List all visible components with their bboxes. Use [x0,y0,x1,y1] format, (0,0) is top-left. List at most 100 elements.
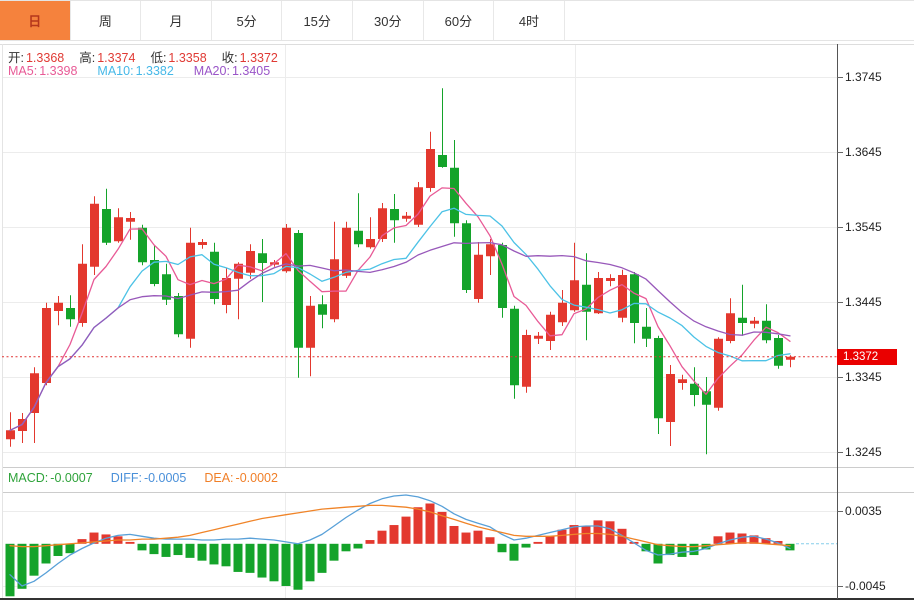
readout-label: MACD: [8,471,49,485]
macd-hist-bar [17,543,27,589]
macd-hist-bar [425,503,435,544]
macd-hist-bar [581,525,591,544]
candle-body [522,335,531,387]
readout-value: 1.3382 [135,64,174,78]
macd-hist-bar [521,543,531,548]
macd-hist-bar [317,543,327,573]
macd-hist-bar [233,543,243,572]
candle-body [582,284,591,312]
tab-month[interactable]: 月 [141,1,212,40]
diff-line [9,494,791,587]
ohlc-readout-item: 开: 1.3368 [8,47,64,66]
macd-hist-bar [245,543,255,573]
price-axis-tick-label: 1.3745 [845,70,882,84]
tab-5min[interactable]: 5分 [212,1,283,40]
candle-body [66,308,75,320]
tab-60min[interactable]: 60分 [424,1,495,40]
macd-hist-bar [29,543,39,576]
macd-axis-tick-label: -0.0045 [845,578,886,593]
macd-hist-bar [737,533,747,544]
candle-body [714,338,723,408]
tab-week[interactable]: 周 [71,1,142,40]
readout-value: 1.3372 [239,51,278,65]
tab-4hour[interactable]: 4时 [494,1,565,40]
macd-hist-bar [293,543,303,590]
candle-body [690,383,699,395]
candle-body [114,217,123,242]
dea-line [9,504,791,548]
last-price-value: 1.3372 [843,350,879,363]
candle-body [546,314,555,341]
price-axis-tick-label: 1.3345 [845,370,882,384]
macd-axis-tick-label: 0.0035 [845,503,882,518]
readout-value: 1.3405 [231,64,271,78]
candle-body [762,320,771,341]
macd-hist-bar [389,525,399,544]
readout-value: 1.3358 [168,51,207,65]
candle-body [654,338,663,419]
candle-body [378,208,387,239]
macd-hist-bar [473,530,483,544]
ma-readout: MA5: 1.3398 MA10: 1.3382 MA20: 1.3405 [8,64,270,78]
ohlc-readout: 开: 1.3368 高: 1.3374 低: 1.3358 收: 1.3372 [8,47,278,66]
candle-body [126,218,135,222]
ma-readout-item: MA5: 1.3398 [8,64,77,78]
candle-body [474,254,483,299]
candle-body [630,274,639,323]
macd-hist-bar [281,543,291,586]
macd-hist-bar [545,536,555,544]
macd-hist-bar [197,543,207,561]
candle-body [366,239,375,248]
candle-body [498,245,507,308]
price-axis-tick-label: 1.3445 [845,295,882,309]
macd-hist-bar [137,543,147,551]
readout-value: 1.3398 [39,64,78,78]
macd-hist-bar [665,543,675,556]
candle-body [138,227,147,263]
tab-15min[interactable]: 15分 [282,1,353,40]
macd-hist-bar [749,535,759,544]
readout-value: 1.3368 [25,51,65,65]
candle-body [486,244,495,257]
candle-body [6,430,15,440]
candle-body [318,304,327,315]
candle-body [30,373,39,413]
candle-body [150,260,159,284]
readout-value: 1.3374 [97,51,136,65]
candle-body [342,227,351,276]
candle-body [462,223,471,290]
candle-body [234,263,243,279]
candle-body [774,338,783,366]
tab-30min[interactable]: 30分 [353,1,424,40]
timeframe-tabbar: 日周月 5分 15分 30分 60分 4时 [0,0,914,41]
macd-hist-bar [725,532,735,544]
macd-hist-bar [89,532,99,544]
last-price-tag: 1.3372 [837,348,897,365]
candle-body [174,296,183,335]
macd-hist-bar [509,543,519,561]
candle-body [738,317,747,323]
macd-hist-bar [65,543,75,554]
price-axis-tick-label: 1.3245 [845,445,882,459]
candle-body [510,308,519,386]
candle-body [102,209,111,243]
macd-hist-bar [149,543,159,555]
macd-hist-bar [341,543,351,552]
candle-body [90,203,99,267]
macd-hist-bar [533,541,543,544]
macd-hist-bar [437,511,447,544]
candle-body [558,302,567,323]
macd-hist-bar [785,543,795,551]
readout-label: DIFF: [110,471,142,485]
macd-hist-bar [401,516,411,544]
ma5-line [9,187,791,431]
readout-label: MA5: [8,64,38,78]
candle-body [534,335,543,339]
candle-body [354,230,363,245]
macd-hist-bar [209,543,219,565]
readout-value: -0.0002 [235,471,278,485]
ma-readout-item: MA20: 1.3405 [194,64,270,78]
candle-body [414,187,423,225]
tab-day[interactable]: 日 [0,1,71,40]
